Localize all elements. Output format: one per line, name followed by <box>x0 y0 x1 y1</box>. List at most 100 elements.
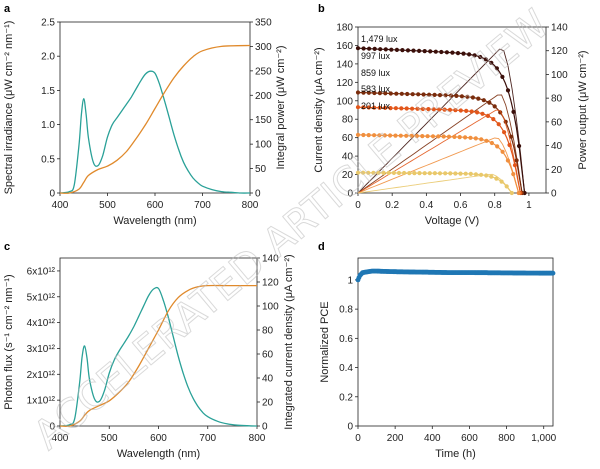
panel-b-jv-point-0 <box>511 109 516 114</box>
panel-b-jv-point-0 <box>439 49 444 55</box>
panel-b-jv-point-0 <box>383 47 388 52</box>
panel-b-jv-point-1 <box>399 91 404 96</box>
panel-b-jv-point-3 <box>388 133 393 138</box>
panel-b-jv-point-0 <box>489 60 494 65</box>
panel-b-jv-point-4 <box>386 170 391 175</box>
panel-b-jv-point-3 <box>457 135 462 140</box>
panel-b-jv-point-3 <box>409 133 414 138</box>
panel-c-ytick-label: 4x10¹² <box>27 318 56 329</box>
panel-a-ytick-right-label: 100 <box>255 140 272 151</box>
panel-b-xtick-label: 0.8 <box>488 200 502 211</box>
panel-b-jv-point-3 <box>414 133 419 139</box>
panel-d-ytick-label: 0.2 <box>339 392 353 403</box>
panel-b-jv-point-1 <box>421 92 426 97</box>
panel-d-xlabel: Time (h) <box>435 448 476 460</box>
panel-b-jv-point-3 <box>366 133 371 138</box>
panel-b-axes-frame <box>357 26 547 194</box>
panel-b-jv-point-4 <box>437 171 443 176</box>
panel-a-ytick-label: 1.0 <box>41 120 55 131</box>
panel-b-xtick-label: 0.4 <box>419 200 433 211</box>
panel-d-xtick-label: 0 <box>355 433 361 444</box>
panel-b-ytick-right-label: 60 <box>551 117 563 128</box>
panel-b-jv-point-3 <box>398 133 403 138</box>
panel-a-xtick-label: 500 <box>99 200 116 211</box>
panel-b-jv-point-4 <box>422 171 427 176</box>
panel-b-jv-point-2 <box>464 108 469 113</box>
panel-b-jv-point-1 <box>459 94 464 99</box>
panel-d-xtick-label: 800 <box>498 433 515 444</box>
panel-b-jv-point-0 <box>505 88 511 93</box>
panel-b-jv-point-2 <box>442 107 447 112</box>
panel-b-jv-point-1 <box>437 93 443 98</box>
panel-b-jv-point-2 <box>393 106 398 111</box>
panel-b-jv-point-3 <box>420 134 425 139</box>
panel-b-jv-point-2 <box>491 117 496 122</box>
panel-b-jv-point-3 <box>377 133 382 138</box>
panel-b-jv-point-1 <box>355 90 361 95</box>
panel-b-xtick-label: 0.6 <box>454 200 468 211</box>
panel-b-ytick-right-label: 80 <box>551 94 563 105</box>
panel-b-jv-point-0 <box>372 46 377 52</box>
panel-c-xtick-label: 800 <box>249 433 266 444</box>
panel-a-ytick-label: 2.0 <box>41 52 55 63</box>
panel-b-jv-point-0 <box>361 46 366 51</box>
panel-b-series-label-2: 859 lux <box>361 68 391 78</box>
panel-b-power-line-4 <box>357 173 513 194</box>
panel-b-jv-point-2 <box>458 108 463 113</box>
panel-a-xtick-label: 400 <box>52 200 69 211</box>
panel-c-ylabel: Photon flux (s⁻¹ cm⁻² nm⁻¹) <box>3 274 15 409</box>
panel-b-jv-point-1 <box>405 91 410 97</box>
panel-b-jv-point-4 <box>402 170 407 176</box>
panel-b-jv-point-1 <box>410 92 415 97</box>
panel-b-jv-point-1 <box>432 92 437 97</box>
panel-b-jv-point-1 <box>377 91 382 96</box>
panel-a-ytick-right-label: 150 <box>255 115 272 126</box>
panel-c-xtick-label: 400 <box>52 433 69 444</box>
panel-a-xtick-label: 800 <box>242 200 259 211</box>
panel-a-ytick-right-label: 50 <box>255 164 267 175</box>
panel-a-ytick-right-label: 0 <box>255 189 261 200</box>
panel-a-letter: a <box>4 3 11 15</box>
panel-b-jv-point-1 <box>492 104 497 109</box>
panel-b-ytick-label: 120 <box>336 78 353 89</box>
panel-b-ylabel-right: Power output (μW cm⁻²) <box>577 50 589 169</box>
panel-b-power-line-3 <box>357 137 520 194</box>
panel-b-jv-point-2 <box>372 105 377 110</box>
panel-b-jv-point-3 <box>489 140 494 146</box>
panel-b-jv-point-3 <box>479 137 484 142</box>
panel-b-series-label-3: 583 lux <box>361 84 391 94</box>
panel-b-jv-point-2 <box>469 109 474 114</box>
panel-b-jv-point-3 <box>382 133 387 138</box>
panel-b-jv-point-4 <box>458 171 463 176</box>
panel-b-jv-point-0 <box>472 53 477 58</box>
panel-b-jv-point-4 <box>376 170 381 175</box>
panel-a-xtick-label: 600 <box>147 200 164 211</box>
panel-b-ytick-right-label: 100 <box>551 70 568 81</box>
panel-b-jv-point-0 <box>405 48 411 53</box>
panel-a-ytick-right-label: 300 <box>255 42 272 53</box>
panel-a-ytick-right-label: 200 <box>255 91 272 102</box>
panel-a-series-line-1 <box>59 44 251 194</box>
panel-b-jv-point-2 <box>480 111 485 116</box>
panel-b-ytick-right-label: 120 <box>551 46 568 57</box>
panel-d-xtick-label: 1,000 <box>531 433 556 444</box>
panel-b-jv-point-4 <box>366 170 371 175</box>
panel-b-jv-point-4 <box>407 171 412 176</box>
panel-b-jv-point-4 <box>391 170 396 175</box>
panel-b-xlabel: Voltage (V) <box>425 215 479 227</box>
panel-b-jv-point-3 <box>473 136 478 141</box>
panel-b-jv-point-2 <box>426 107 431 112</box>
panel-b-jv-point-4 <box>448 171 453 176</box>
panel-b-jv-point-4 <box>396 170 402 176</box>
panel-b-jv-point-3 <box>430 134 436 139</box>
panel-b-jv-point-1 <box>481 98 486 103</box>
panel-c-ytick-right-label: 100 <box>262 302 279 313</box>
panel-b-jv-point-2 <box>377 105 382 110</box>
panel-b-jv-point-1 <box>388 91 393 96</box>
panel-b-ytick-right-label: 40 <box>551 141 563 152</box>
panel-b-ytick-label: 80 <box>342 115 354 126</box>
panel-b-jv-point-0 <box>461 51 466 56</box>
